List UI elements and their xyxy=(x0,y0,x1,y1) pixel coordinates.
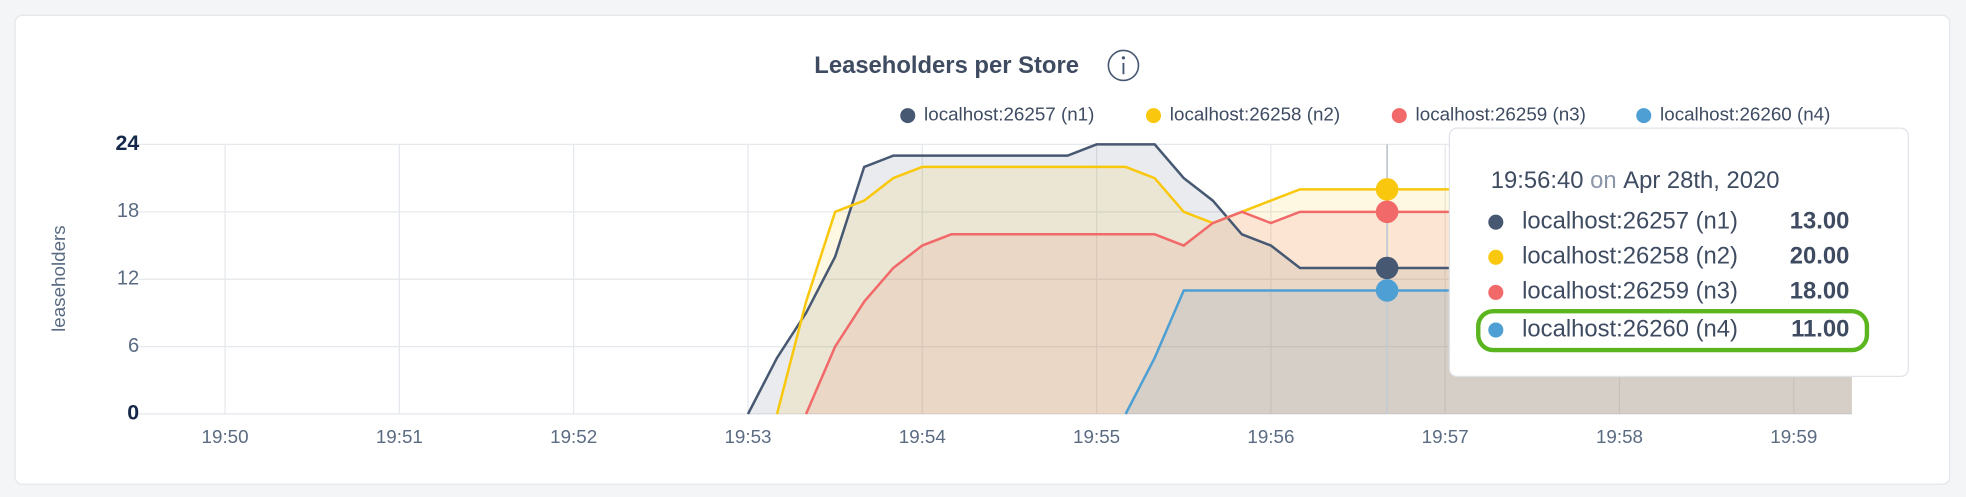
legend-label: localhost:26257 (n1) xyxy=(924,104,1094,125)
tooltip-swatch xyxy=(1488,322,1504,338)
y-axis-label: leaseholders xyxy=(48,225,69,332)
hover-dot xyxy=(1375,256,1399,280)
hover-dot xyxy=(1375,200,1399,224)
x-tick-label: 19:57 xyxy=(1422,426,1469,447)
tooltip-time: 19:56:40 xyxy=(1491,167,1584,194)
hover-dot xyxy=(1375,178,1399,201)
x-tick-label: 19:51 xyxy=(376,426,423,447)
tooltip-name: localhost:26259 (n3) xyxy=(1522,278,1738,305)
y-tick-label: 24 xyxy=(115,131,139,155)
chart-title: Leaseholders per Store xyxy=(814,52,1079,79)
y-tick-label: 0 xyxy=(127,401,139,425)
hover-dot xyxy=(1375,279,1399,302)
tooltip-swatch xyxy=(1488,284,1504,300)
tooltip-value: 11.00 xyxy=(1791,315,1849,342)
y-tick-label: 18 xyxy=(117,200,139,222)
legend-label: localhost:26258 (n2) xyxy=(1170,104,1340,125)
tooltip-date: Apr 28th, 2020 xyxy=(1623,167,1779,194)
tooltip-name: localhost:26260 (n4) xyxy=(1522,315,1738,342)
tooltip-name: localhost:26257 (n1) xyxy=(1522,207,1738,234)
x-tick-label: 19:50 xyxy=(202,426,249,447)
legend-swatch xyxy=(1391,108,1407,124)
tooltip-swatch xyxy=(1488,249,1504,265)
legend-label: localhost:26260 (n4) xyxy=(1660,104,1830,125)
legend-swatch xyxy=(900,108,916,124)
legend-swatch xyxy=(1145,108,1162,124)
tooltip-value: 20.00 xyxy=(1790,243,1850,270)
x-tick-label: 19:54 xyxy=(899,426,946,447)
y-tick-label: 6 xyxy=(128,335,139,357)
x-tick-label: 19:55 xyxy=(1073,426,1120,447)
legend-swatch xyxy=(1636,108,1652,124)
tooltip-value: 18.00 xyxy=(1790,278,1850,305)
tooltip-value: 13.00 xyxy=(1790,207,1850,234)
info-icon[interactable] xyxy=(1107,49,1140,82)
x-tick-label: 19:59 xyxy=(1770,426,1817,447)
tooltip: 19:56:40 on Apr 28th, 2020 localhost:262… xyxy=(1448,127,1909,378)
y-tick-label: 12 xyxy=(117,268,139,290)
x-tick-label: 19:53 xyxy=(724,426,771,447)
legend-label: localhost:26259 (n3) xyxy=(1416,104,1586,125)
highlight-outline xyxy=(1476,308,1870,353)
x-tick-label: 19:58 xyxy=(1596,426,1643,447)
tooltip-box xyxy=(1448,127,1909,378)
tooltip-swatch xyxy=(1488,214,1504,230)
tooltip-heading: 19:56:40 on Apr 28th, 2020 xyxy=(1491,167,1780,194)
x-tick-label: 19:56 xyxy=(1247,426,1294,447)
tooltip-name: localhost:26258 (n2) xyxy=(1522,243,1738,270)
x-tick-label: 19:52 xyxy=(550,426,597,447)
tooltip-on: on xyxy=(1590,167,1617,194)
